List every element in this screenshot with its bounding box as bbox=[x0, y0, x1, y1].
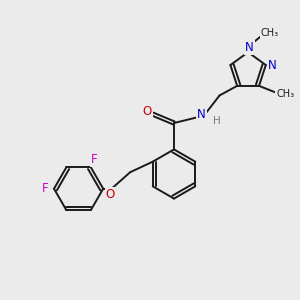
Text: H: H bbox=[213, 116, 220, 126]
Text: CH₃: CH₃ bbox=[276, 89, 294, 99]
Text: F: F bbox=[91, 153, 97, 167]
Text: O: O bbox=[106, 188, 115, 201]
Text: F: F bbox=[42, 182, 49, 195]
Text: N: N bbox=[245, 41, 254, 54]
Text: CH₃: CH₃ bbox=[261, 28, 279, 38]
Text: N: N bbox=[268, 58, 277, 72]
Text: O: O bbox=[142, 105, 152, 118]
Text: N: N bbox=[197, 107, 206, 121]
